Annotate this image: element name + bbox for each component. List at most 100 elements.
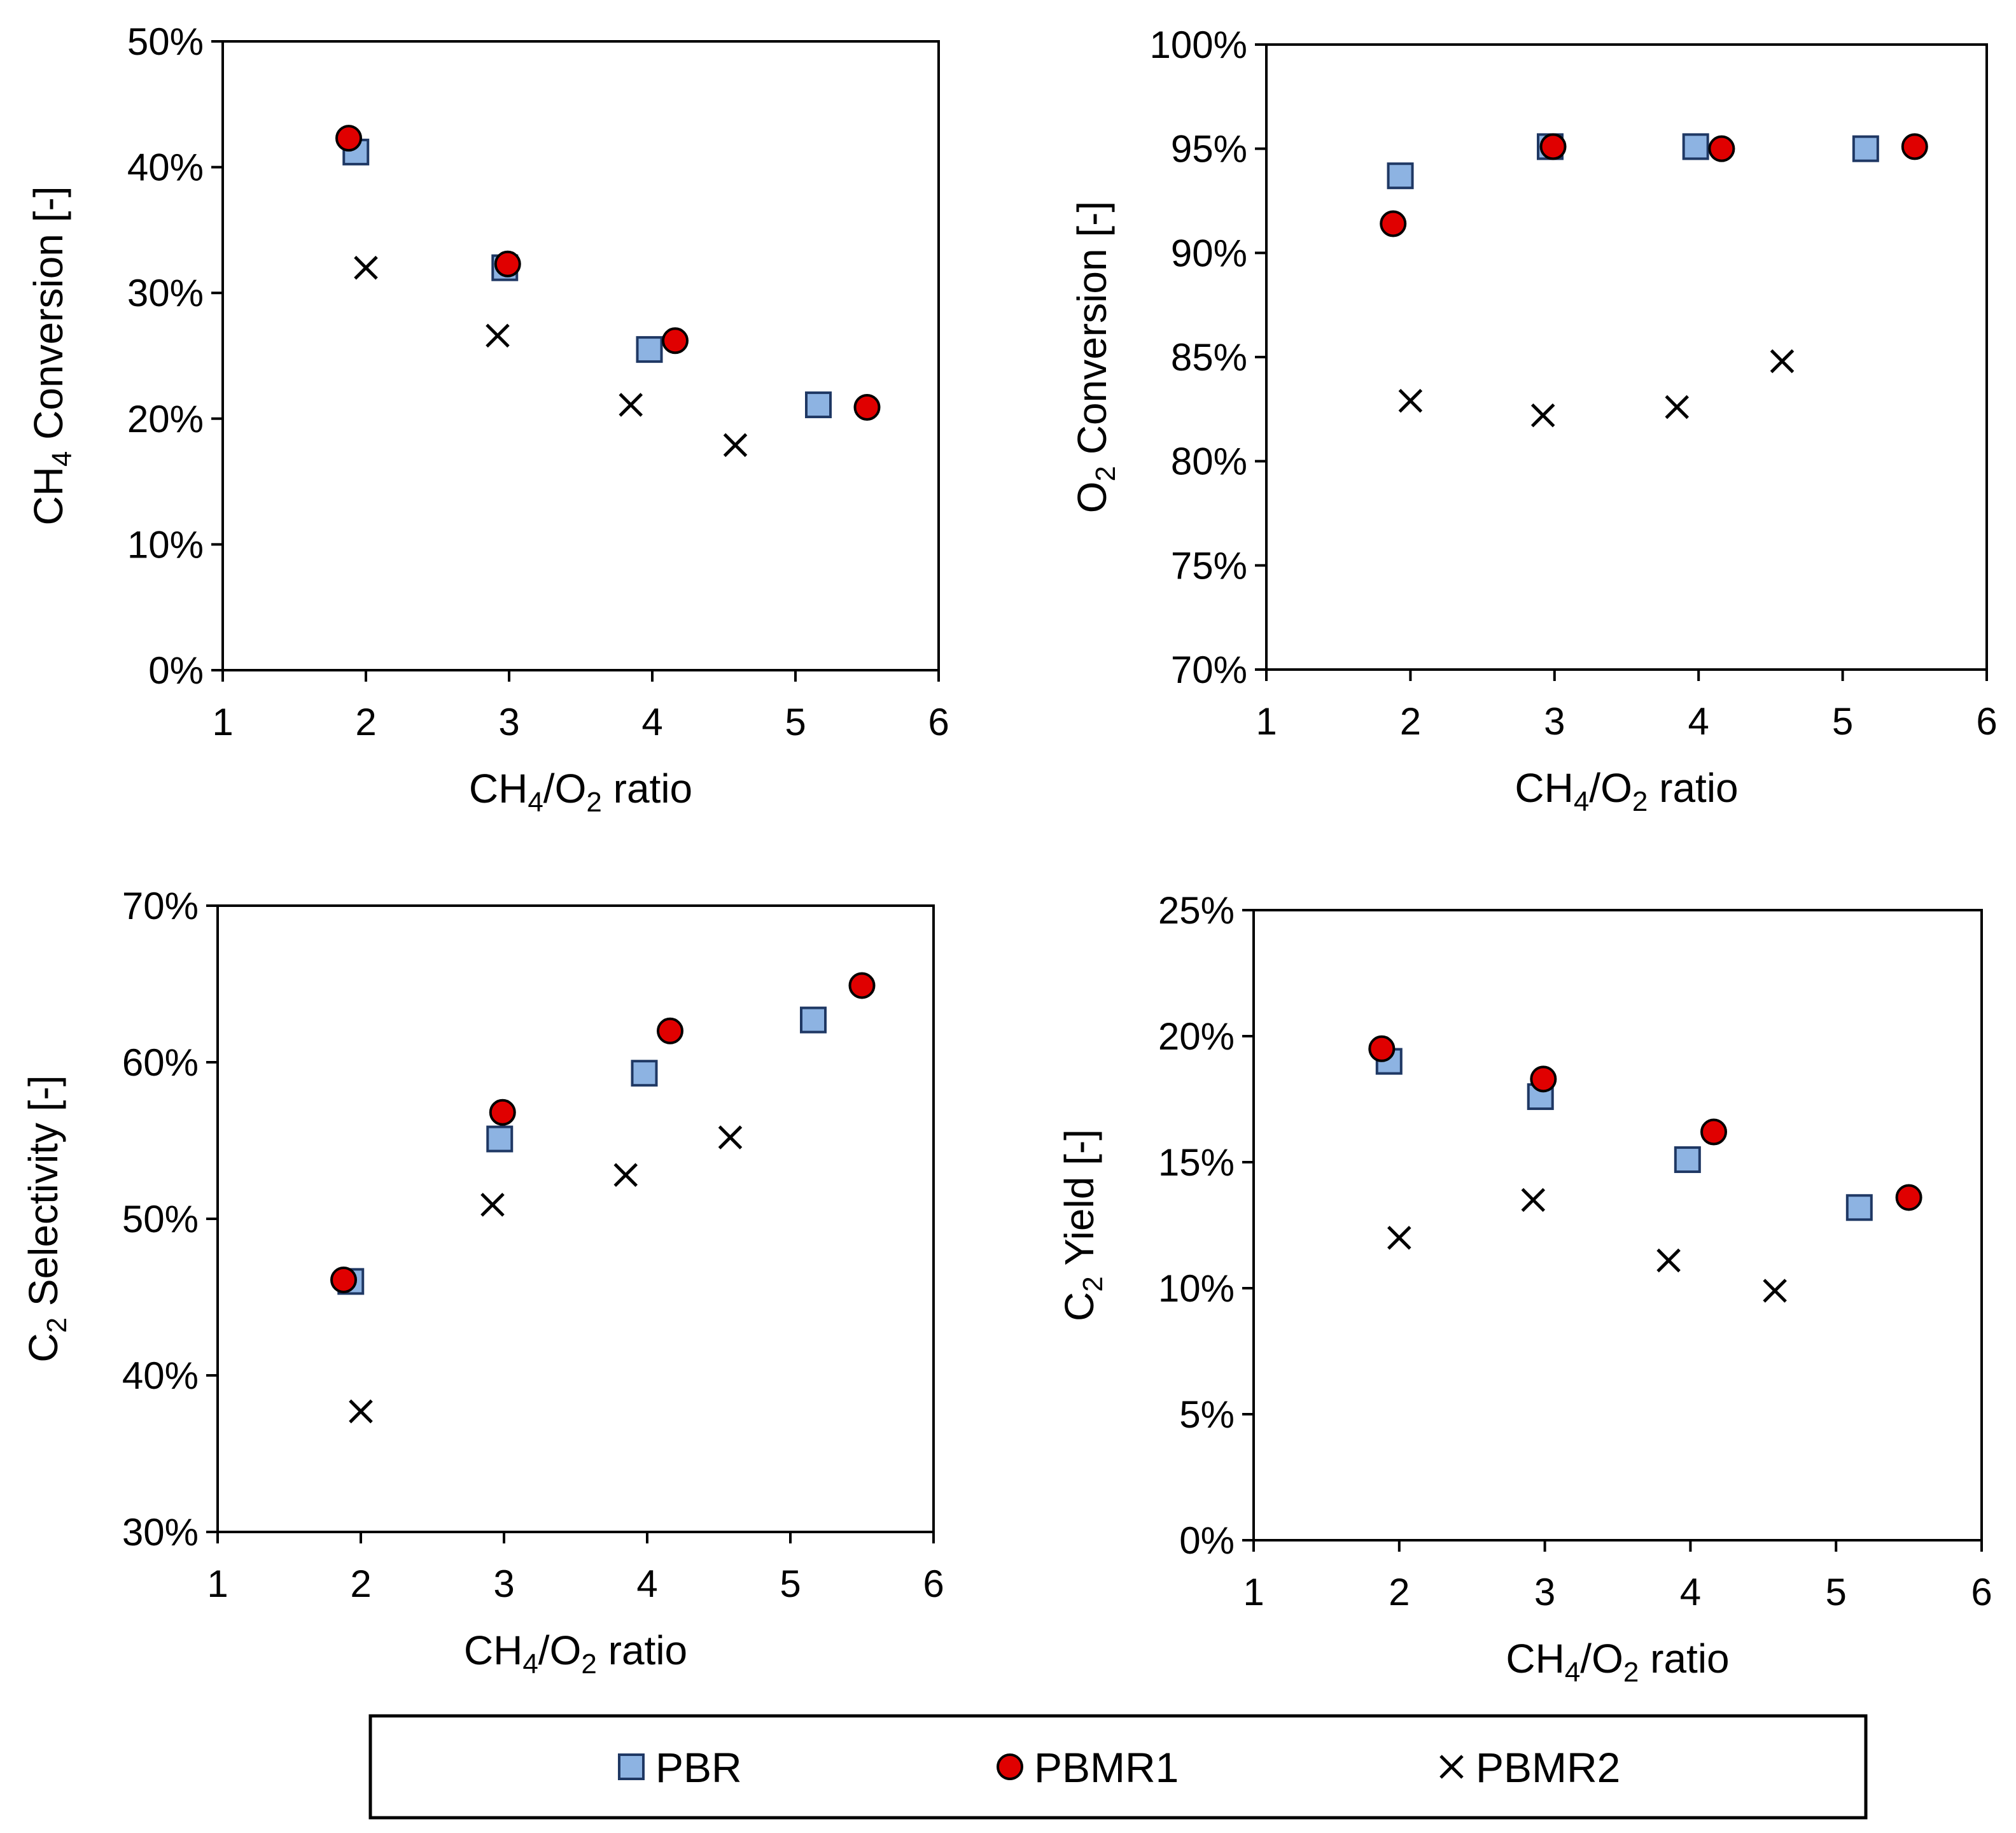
series-pbr [337,1006,827,1295]
plot-area [221,40,940,671]
data-point-pbmr1 [489,1099,516,1126]
x-tick-label: 2 [1389,1571,1410,1613]
data-point-pbmr1 [1700,1118,1728,1146]
y-tick-label: 40% [127,146,204,189]
y-tick-label: 40% [122,1354,199,1397]
y-tick-label: 10% [1158,1267,1235,1310]
data-point-pbmr2 [613,1163,638,1187]
x-tick-label: 6 [928,701,949,743]
series-pbr [1375,1048,1873,1221]
data-point-pbmr2 [718,1125,743,1149]
x-tick-label: 6 [923,1563,944,1605]
chart-c2-selectivity: 1 2 3 4 5 6 30% 40% 50% 60% 70% CH4/O2 ratio C2 Sele… [20,885,944,1680]
x-tick-label: 6 [1971,1571,1992,1613]
data-point-pbmr2 [619,393,643,417]
legend-label: PBR [655,1744,742,1791]
y-tick-label: 75% [1171,544,1247,587]
data-point-pbmr2 [1665,395,1690,419]
series-pbr [342,138,832,419]
y-tick-label: 0% [1179,1519,1235,1562]
x-tick-label: 5 [1826,1571,1847,1613]
x-axis-title: CH4/O2 ratio [469,766,692,818]
data-point-pbr [486,1125,514,1153]
y-tick-label: 80% [1171,440,1247,483]
x-tick-label: 1 [207,1563,228,1605]
x-tick-label: 4 [1680,1571,1701,1613]
legend-marker-pbr [618,1753,645,1780]
legend: PBR PBMR1 PBMR2 [368,1714,1868,1820]
x-axis-title: CH4/O2 ratio [1515,765,1738,817]
y-tick-label: 30% [122,1511,199,1554]
y-tick-label: 5% [1179,1393,1235,1436]
y-tick-label: 90% [1171,232,1247,274]
data-point-pbmr1 [1530,1065,1557,1093]
x-tick-label: 1 [212,701,233,743]
data-point-pbr [1682,133,1709,160]
data-point-pbmr1 [335,125,362,152]
y-axis-title: CH4 Conversion [-] [25,186,78,525]
x-tick-label: 2 [1400,700,1421,743]
y-tick-label: 70% [1171,649,1247,691]
y-axis-title: C2 Selectivity [-] [20,1075,73,1362]
legend-entry-pbmr1: PBMR1 [997,1744,1179,1791]
data-point-pbmr2 [486,323,510,348]
x-tick-label: 1 [1243,1571,1264,1613]
x-axis-title: CH4/O2 ratio [464,1627,687,1680]
data-point-pbmr1 [1901,133,1928,160]
data-point-pbmr1 [657,1017,683,1044]
x-tick-label: 3 [498,701,519,743]
series-pbmr1 [1368,1035,1922,1211]
y-tick-label: 15% [1158,1141,1235,1184]
y-axis-title: O2 Conversion [-] [1069,201,1121,513]
y-tick-label: 25% [1158,889,1235,932]
x-tick-label: 4 [1688,700,1709,743]
y-tick-label: 30% [127,272,204,314]
chart-c2-yield: 1 2 3 4 5 6 0% 5% 10% 15% 20% 25% CH4/O2 ratio C2 Yie… [1056,889,1992,1688]
series-pbmr2 [1387,1188,1787,1303]
data-point-pbmr1 [848,972,876,999]
y-tick-label: 85% [1171,336,1247,379]
y-tick-label: 95% [1171,128,1247,171]
data-point-pbr [636,336,663,363]
plot-area [1252,909,1983,1542]
y-tick-label: 70% [122,885,199,927]
x-tick-label: 5 [785,701,806,743]
x-tick-label: 2 [355,701,376,743]
data-point-pbr [1674,1146,1701,1174]
data-point-pbmr2 [1387,1226,1411,1250]
x-tick-label: 3 [1534,1571,1555,1613]
x-tick-label: 5 [1832,700,1853,743]
x-tick-label: 4 [636,1563,657,1605]
y-tick-label: 50% [122,1198,199,1240]
y-tick-label: 100% [1150,24,1247,66]
data-point-pbmr2 [1530,403,1555,428]
legend-label: PBMR2 [1476,1744,1620,1791]
data-point-pbr [631,1060,658,1087]
legend-entry-pbr: PBR [618,1744,742,1791]
data-point-pbr [1845,1194,1873,1221]
series-pbmr1 [1380,133,1928,237]
data-point-pbmr2 [1398,388,1423,413]
data-point-pbmr2 [1770,349,1795,374]
chart-ch4-conversion: 1 2 3 4 5 6 0% 10% 20% 30% 40% 50% CH4/O2 ratio CH4 C… [25,20,949,818]
legend-marker-pbmr1 [997,1753,1023,1780]
data-point-pbmr2 [1763,1279,1787,1303]
legend-label: PBMR1 [1034,1744,1179,1791]
legend-marker-pbmr2 [1439,1755,1464,1779]
y-axis-title: C2 Yield [-] [1056,1129,1109,1321]
data-point-pbmr2 [1521,1188,1546,1212]
data-point-pbmr2 [1656,1248,1681,1273]
x-tick-label: 1 [1256,700,1277,743]
data-point-pbmr1 [1708,135,1735,162]
series-pbr [1387,133,1879,190]
data-point-pbmr1 [494,250,521,277]
x-tick-label: 3 [493,1563,514,1605]
x-tick-label: 6 [1976,700,1997,743]
series-pbmr1 [335,125,881,421]
data-point-pbmr1 [330,1266,357,1293]
chart-o2-conversion: 1 2 3 4 5 6 70% 75% 80% 85% 90% 95% 100% CH4/O2 ratio… [1069,24,1998,817]
data-point-pbmr1 [662,327,689,355]
y-tick-label: 60% [122,1041,199,1084]
data-point-pbmr1 [1380,210,1407,237]
